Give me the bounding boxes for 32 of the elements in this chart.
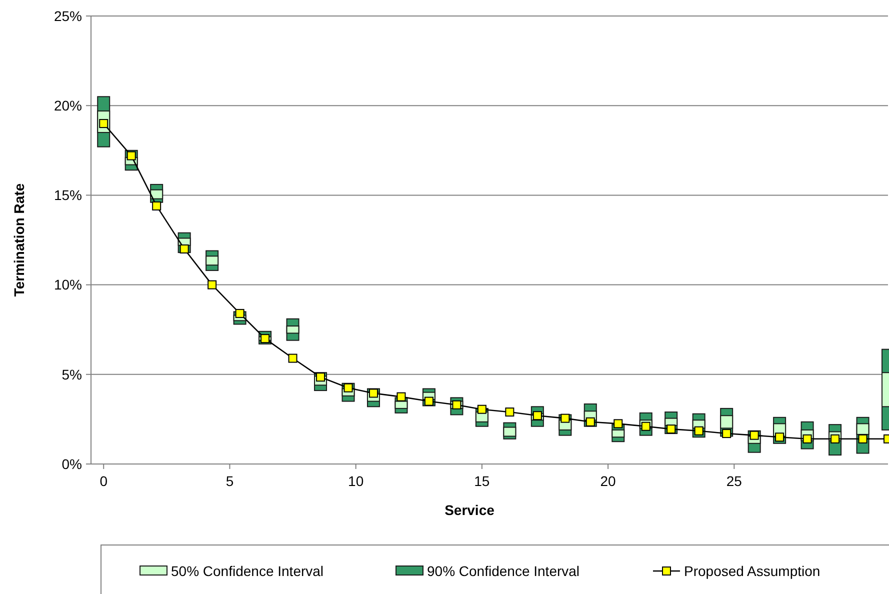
- point: [288, 354, 298, 363]
- y-tick-label: 20%: [54, 98, 82, 114]
- y-tick-label: 10%: [54, 276, 82, 293]
- x-tick-label: 5: [226, 473, 234, 489]
- point: [560, 414, 570, 423]
- point: [180, 244, 189, 254]
- y-axis-title: Termination Rate: [11, 183, 27, 297]
- point: [666, 424, 676, 434]
- point: [477, 404, 486, 414]
- y-tick-label: 25%: [54, 8, 82, 24]
- point: [505, 408, 514, 417]
- point: [775, 432, 784, 442]
- y-tick-label: 0%: [62, 456, 82, 472]
- point: [614, 419, 623, 428]
- point: [722, 429, 732, 438]
- x-tick-label: 25: [726, 473, 742, 489]
- x-tick-label: 0: [100, 473, 108, 489]
- x-tick-label: 20: [600, 473, 616, 489]
- y-tick-label: 5%: [62, 366, 82, 382]
- point: [586, 417, 595, 426]
- point: [396, 392, 406, 402]
- legend-label: 90% Confidence Interval: [427, 562, 580, 579]
- point: [152, 201, 162, 210]
- y-tick-label: 15%: [54, 187, 82, 204]
- point: [208, 280, 217, 290]
- point: [750, 430, 759, 440]
- point: [694, 426, 704, 436]
- x-tick-label: 15: [474, 473, 490, 489]
- legend-label: 50% Confidence Interval: [171, 562, 324, 579]
- x-tick-label: 10: [348, 473, 364, 489]
- x-axis-title: Service: [444, 502, 495, 518]
- legend-label: Proposed Assumption: [684, 562, 820, 579]
